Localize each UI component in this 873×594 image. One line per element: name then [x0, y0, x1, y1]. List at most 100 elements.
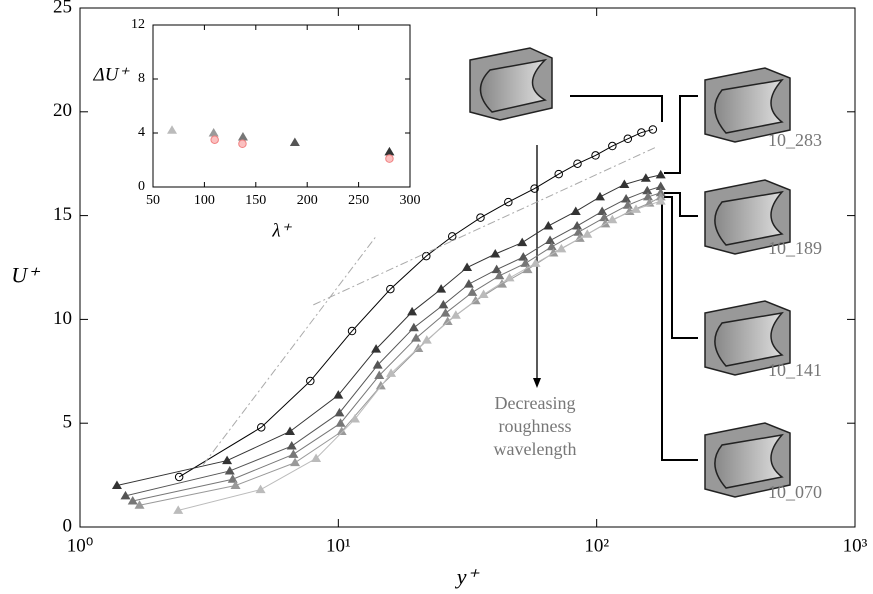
marker [607, 214, 618, 224]
marker [447, 232, 457, 241]
marker [222, 455, 233, 465]
marker [173, 505, 184, 514]
marker [496, 279, 507, 288]
marker [655, 169, 666, 179]
y-tick-label: 10 [53, 308, 72, 329]
marker [573, 227, 584, 236]
y-tick-label: 0 [63, 515, 73, 536]
marker [255, 484, 266, 494]
marker [642, 191, 653, 201]
marker [642, 185, 653, 195]
illustrations [469, 47, 791, 498]
marker [621, 193, 632, 203]
marker [655, 181, 666, 191]
marker [227, 474, 238, 483]
marker [210, 135, 219, 144]
marker [306, 376, 315, 386]
marker [591, 151, 600, 160]
y-tick-label: 12 [131, 17, 145, 32]
marker [238, 139, 247, 149]
marker [504, 197, 513, 207]
marker [546, 241, 557, 251]
series-line [313, 146, 657, 306]
marker [619, 179, 630, 188]
marker [374, 370, 385, 379]
series-line [116, 174, 661, 486]
x-tick-label: 10² [584, 535, 609, 556]
marker [462, 262, 473, 271]
series-line [132, 192, 661, 502]
marker [594, 191, 605, 201]
y-tick-label: 4 [138, 125, 145, 140]
marker [167, 125, 178, 134]
marker [290, 457, 301, 467]
marker [582, 229, 593, 238]
arrow-label: wavelength [494, 439, 577, 459]
x-tick-label: 300 [400, 193, 421, 208]
marker [336, 426, 347, 436]
marker [289, 137, 300, 146]
marker [208, 128, 219, 137]
annotation: 10_141 [768, 360, 822, 380]
marker [543, 220, 554, 230]
marker [490, 249, 501, 258]
marker [623, 134, 633, 144]
marker [230, 480, 241, 489]
marker [347, 326, 357, 336]
marker [570, 206, 581, 215]
y-tick-label: 15 [53, 204, 72, 225]
marker [408, 322, 419, 332]
y-axis-label: U⁺ [11, 263, 41, 288]
marker [174, 472, 184, 482]
marker [237, 132, 248, 141]
marker [335, 418, 346, 427]
x-axis-label: λ⁺ [271, 220, 292, 241]
marker [504, 272, 515, 282]
y-tick-label: 20 [53, 100, 72, 121]
marker [491, 264, 502, 274]
marker [599, 212, 610, 222]
marker [375, 380, 386, 390]
marker [478, 289, 489, 298]
marker [127, 496, 138, 505]
marker [530, 184, 539, 193]
x-axis-label: y⁺ [455, 564, 481, 589]
annotation: 10_189 [768, 238, 822, 258]
marker [637, 128, 646, 137]
marker [573, 159, 582, 168]
marker [134, 500, 145, 509]
marker [518, 252, 529, 261]
marker [520, 258, 531, 267]
marker [333, 390, 344, 399]
y-axis-label: ΔU⁺ [93, 64, 131, 85]
marker [622, 200, 633, 209]
plot-frame [152, 24, 411, 188]
marker [467, 287, 478, 296]
arrow-label: Decreasing [495, 393, 576, 413]
marker [286, 441, 297, 450]
series-line [178, 200, 661, 511]
marker [349, 414, 360, 423]
marker [554, 169, 563, 179]
x-tick-label: 10⁰ [67, 535, 94, 556]
annotation: 10_070 [768, 482, 822, 502]
marker [476, 213, 485, 222]
y-tick-label: 25 [53, 0, 72, 17]
plot-frame [79, 7, 856, 528]
marker [256, 423, 266, 432]
marker [311, 453, 322, 462]
marker [285, 426, 296, 436]
series-line [178, 128, 653, 478]
marker [494, 270, 505, 280]
marker [386, 284, 395, 294]
marker [597, 206, 608, 215]
marker [463, 279, 474, 288]
x-tick-label: 10¹ [326, 535, 351, 556]
marker [111, 480, 122, 489]
marker [224, 465, 235, 475]
marker [386, 368, 397, 377]
x-tick-label: 250 [348, 193, 369, 208]
marker [440, 308, 451, 317]
x-tick-label: 50 [146, 193, 160, 208]
